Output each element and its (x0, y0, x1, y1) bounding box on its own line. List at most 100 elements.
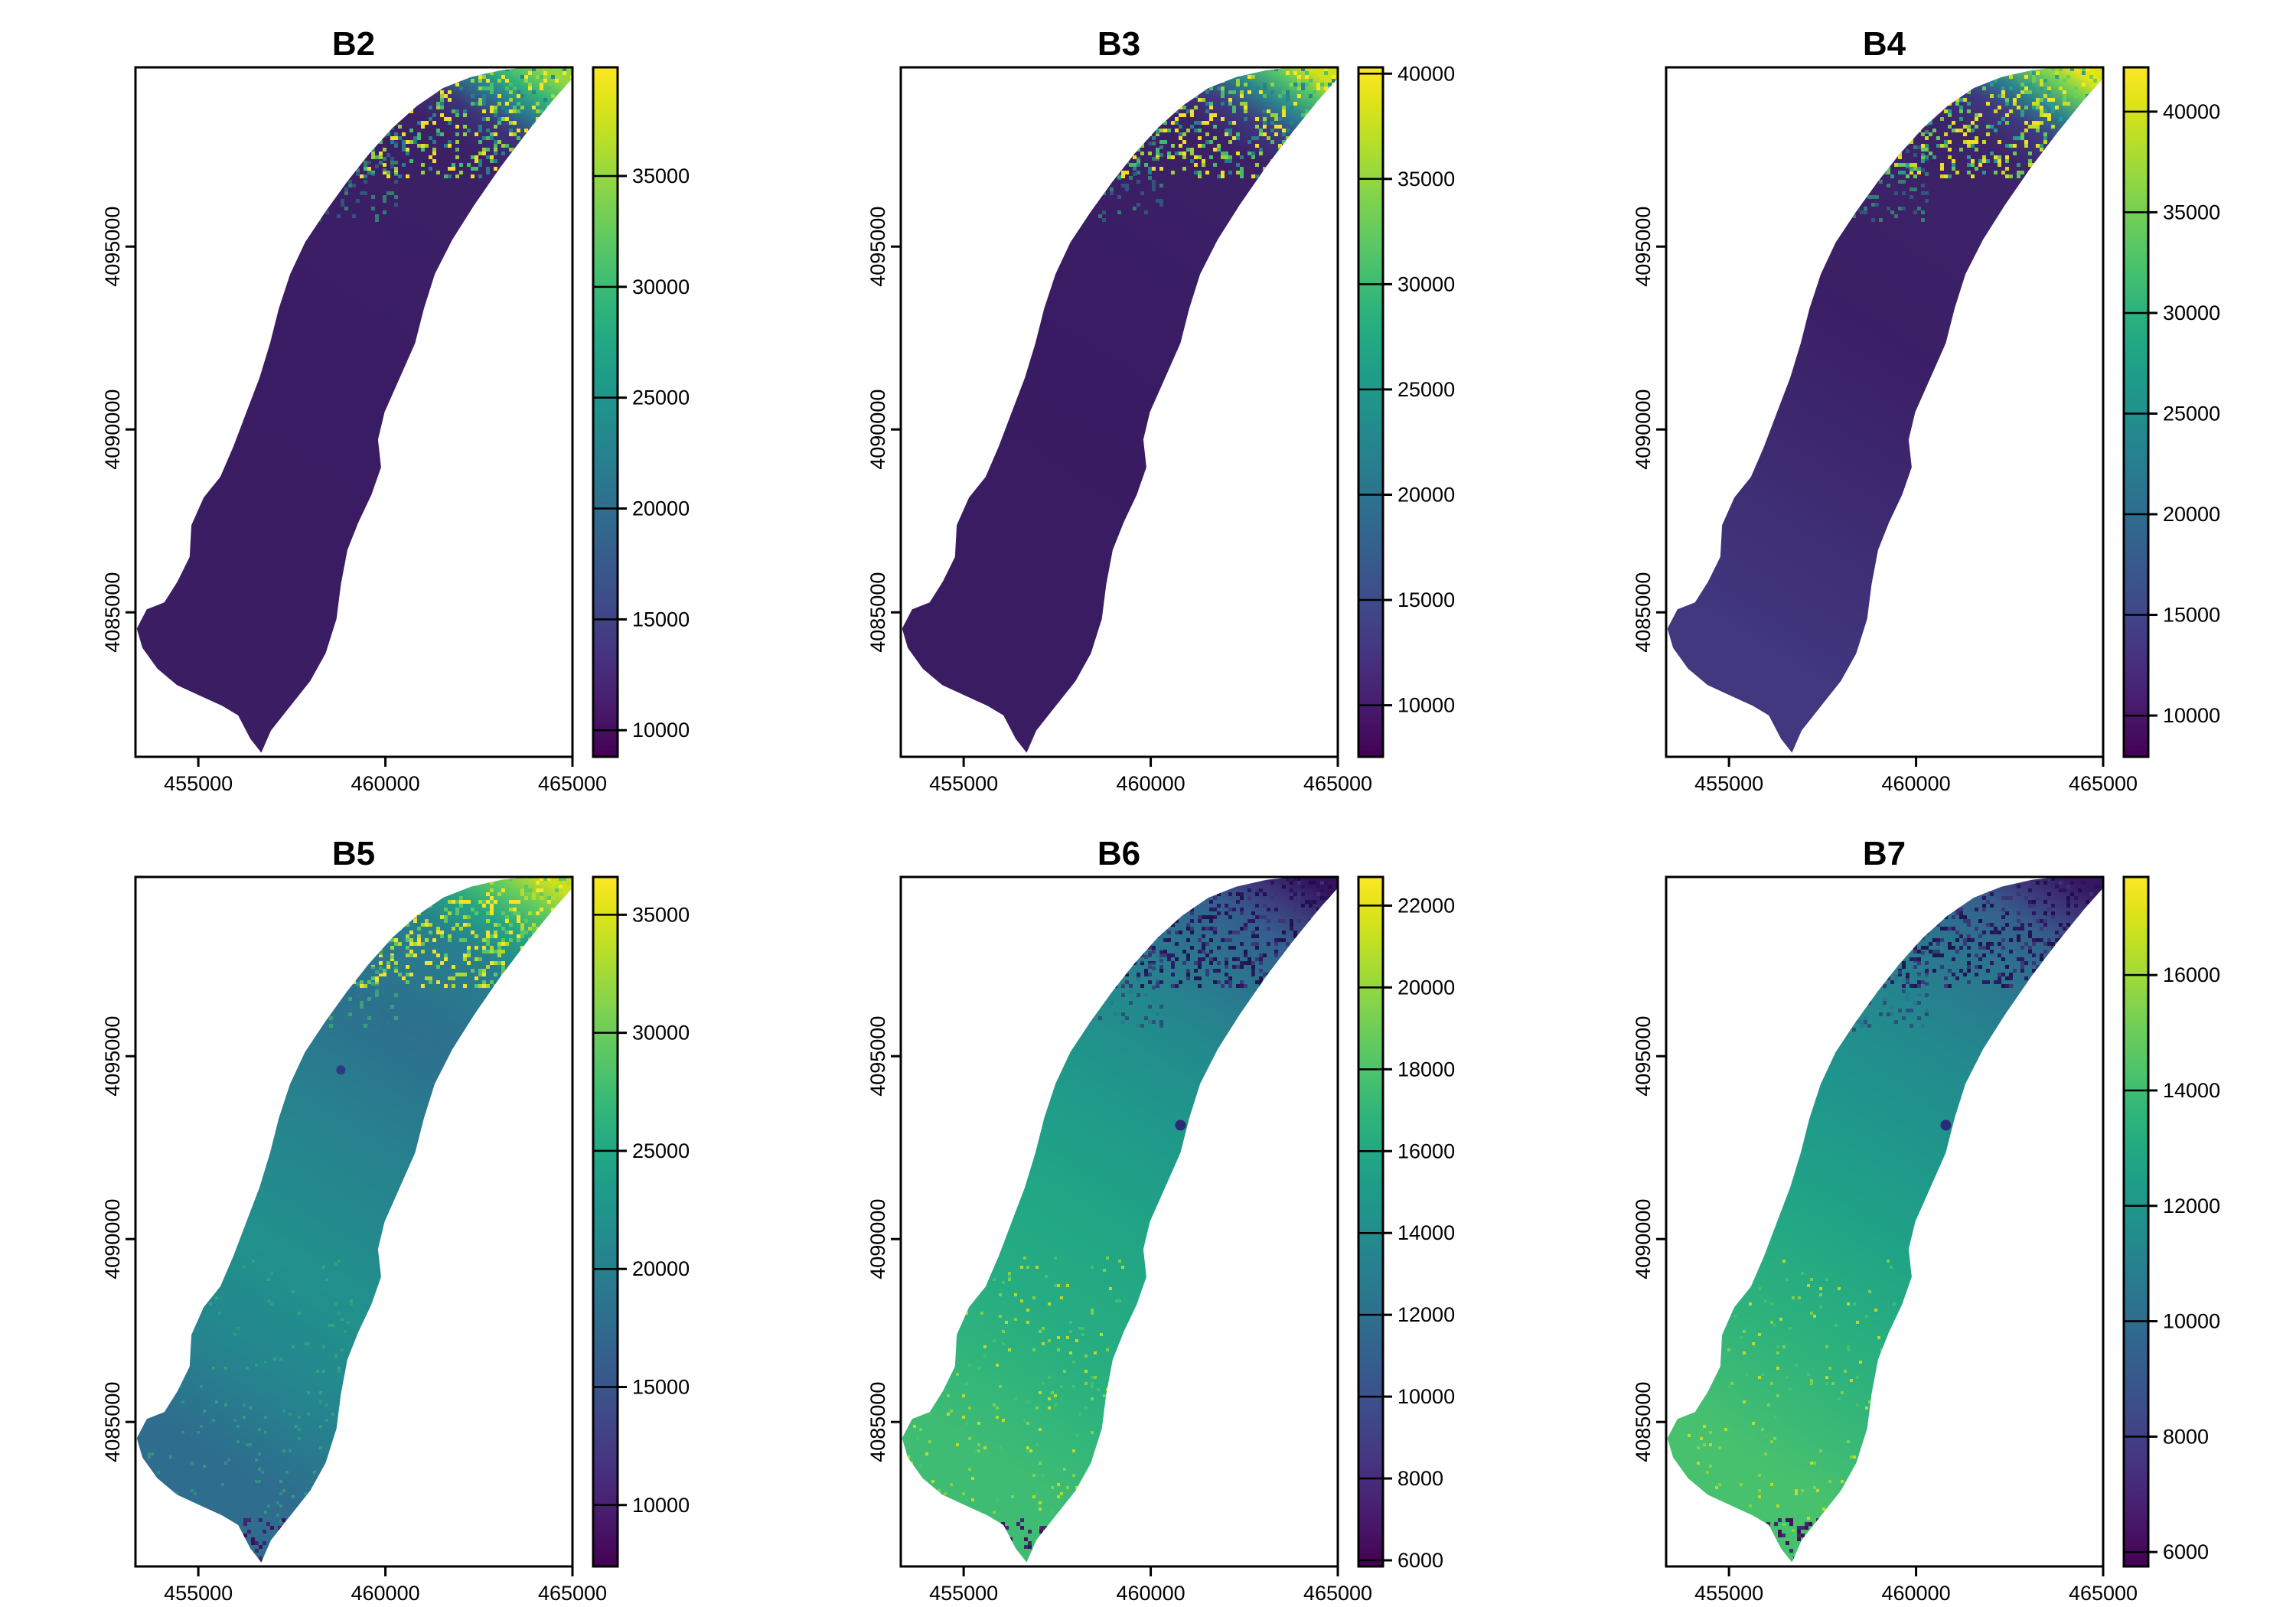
y-tick-label: 4085000 (101, 572, 124, 653)
raster-map (1667, 67, 2103, 753)
colorbar-tick-label: 10000 (1397, 694, 1455, 717)
x-tick-label: 455000 (929, 772, 998, 795)
watershed-raster (1667, 67, 2103, 753)
watershed-raster (1667, 877, 2103, 1563)
colorbar-tick-label: 30000 (2163, 302, 2220, 324)
colorbar-tick-label: 15000 (632, 1375, 690, 1398)
colorbar-tick-label: 8000 (2163, 1425, 2209, 1448)
panel-B5: B5 455000 460000 465000 4085000 4090000 409500… (101, 835, 690, 1605)
colorbar-tick-label: 40000 (2163, 100, 2220, 123)
colorbar-gradient (2124, 877, 2148, 1566)
y-tick-label: 4095000 (1632, 1016, 1655, 1097)
colorbar-tick-label: 6000 (2163, 1540, 2209, 1563)
y-tick-label: 4090000 (101, 1199, 124, 1279)
colorbar-tick-label: 30000 (1397, 272, 1455, 295)
colorbar-border (1357, 875, 1384, 1568)
x-tick-label: 455000 (929, 1582, 998, 1605)
colorbar-tick-label: 10000 (2163, 704, 2220, 727)
y-tick-label: 4095000 (101, 1016, 124, 1097)
colorbar-tick-label: 20000 (1397, 976, 1455, 999)
colorbar-gradient (2124, 67, 2148, 757)
colorbar-tick-label: 25000 (632, 1139, 690, 1162)
plot-border (899, 66, 1339, 758)
plot-border (1665, 66, 2105, 758)
colorbar-border (2122, 66, 2150, 758)
panel-title: B3 (1097, 25, 1140, 63)
x-tick-label: 460000 (1882, 772, 1951, 795)
watershed-raster (902, 67, 1338, 753)
x-tick-label: 460000 (351, 772, 420, 795)
colorbar-tick-label: 40000 (1397, 62, 1455, 85)
colorbar-tick-label: 30000 (632, 275, 690, 298)
colorbar-tick-label: 16000 (1397, 1139, 1455, 1162)
colorbar-tick-label: 35000 (632, 903, 690, 926)
x-tick-label: 465000 (2069, 772, 2138, 795)
panel-title: B2 (332, 25, 375, 63)
raster-map (902, 67, 1338, 753)
dark-pixel-cluster (336, 1065, 346, 1075)
x-tick-label: 455000 (1694, 772, 1763, 795)
panel-B3: B3 455000 460000 465000 4085000 4090000 409500… (866, 25, 1455, 795)
colorbar-tick-label: 10000 (632, 719, 690, 742)
colorbar-border (2122, 875, 2150, 1568)
x-tick-label: 465000 (1303, 1582, 1372, 1605)
colorbar-tick-label: 20000 (632, 497, 690, 520)
y-tick-label: 4090000 (1632, 1199, 1655, 1279)
colorbar-tick-label: 8000 (1397, 1467, 1443, 1490)
plot-border (134, 875, 574, 1568)
colorbar-gradient (1358, 877, 1383, 1566)
raster-map (902, 877, 1338, 1563)
x-tick-label: 455000 (164, 1582, 233, 1605)
x-tick-label: 460000 (351, 1582, 420, 1605)
watershed-raster (136, 877, 572, 1563)
y-tick-label: 4085000 (101, 1382, 124, 1462)
plot-border (899, 875, 1339, 1568)
x-tick-label: 460000 (1117, 772, 1186, 795)
panel-title: B5 (332, 835, 375, 872)
colorbar-tick-label: 22000 (1397, 894, 1455, 917)
x-tick-label: 465000 (2069, 1582, 2138, 1605)
colorbar-tick-label: 20000 (2163, 503, 2220, 526)
x-tick-label: 465000 (538, 1582, 607, 1605)
colorbar-gradient (593, 67, 618, 757)
plot-border (134, 66, 574, 758)
x-tick-label: 460000 (1117, 1582, 1186, 1605)
y-tick-label: 4090000 (866, 390, 889, 470)
colorbar-tick-label: 10000 (1397, 1385, 1455, 1408)
panel-title: B4 (1863, 25, 1906, 63)
panel-title: B6 (1097, 835, 1140, 872)
raster-map (1667, 877, 2103, 1563)
x-tick-label: 455000 (1694, 1582, 1763, 1605)
y-tick-label: 4095000 (866, 1016, 889, 1097)
colorbar-tick-label: 30000 (632, 1022, 690, 1045)
colorbar-tick-label: 12000 (1397, 1303, 1455, 1326)
colorbar-tick-label: 25000 (632, 386, 690, 409)
y-tick-label: 4090000 (1632, 390, 1655, 470)
colorbar-border (1357, 66, 1384, 758)
colorbar-tick-label: 35000 (2163, 200, 2220, 223)
dark-pixel-cluster (1940, 1120, 1952, 1131)
watershed-raster (136, 67, 572, 753)
colorbar-tick-label: 14000 (2163, 1079, 2220, 1102)
raster-map (136, 67, 572, 753)
y-tick-label: 4085000 (1632, 572, 1655, 653)
x-tick-label: 465000 (538, 772, 607, 795)
y-tick-label: 4090000 (866, 1199, 889, 1279)
y-tick-label: 4095000 (866, 207, 889, 287)
colorbar-tick-label: 15000 (2163, 604, 2220, 627)
panel-title: B7 (1863, 835, 1906, 872)
colorbar-tick-label: 20000 (1397, 483, 1455, 506)
colorbar-tick-label: 15000 (632, 608, 690, 631)
colorbar-tick-label: 25000 (2163, 402, 2220, 425)
colorbar-tick-label: 25000 (1397, 378, 1455, 401)
panel-B7: B7 455000 460000 465000 4085000 4090000 409500… (1632, 835, 2220, 1605)
x-tick-label: 465000 (1303, 772, 1372, 795)
colorbar-tick-label: 12000 (2163, 1195, 2220, 1217)
dark-pixel-cluster (1175, 1120, 1186, 1131)
colorbar-tick-label: 10000 (2163, 1310, 2220, 1333)
panel-B2: B2 455000 460000 465000 4085000 4090000 409500… (101, 25, 690, 795)
x-tick-label: 455000 (164, 772, 233, 795)
y-tick-label: 4090000 (101, 390, 124, 470)
colorbar-border (592, 875, 619, 1568)
